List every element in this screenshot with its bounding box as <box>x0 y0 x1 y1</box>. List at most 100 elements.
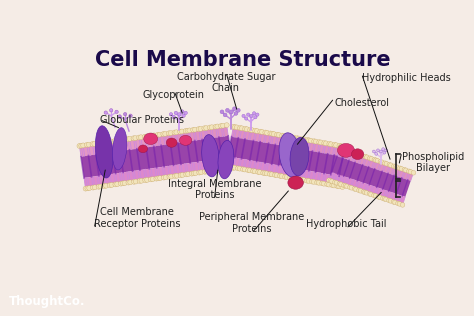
Circle shape <box>215 167 220 173</box>
Circle shape <box>373 193 378 198</box>
Circle shape <box>128 137 132 141</box>
Circle shape <box>329 179 334 184</box>
Circle shape <box>387 162 392 167</box>
Circle shape <box>109 139 114 144</box>
Circle shape <box>219 124 224 128</box>
Circle shape <box>295 136 300 141</box>
Circle shape <box>137 135 142 140</box>
Circle shape <box>104 183 109 188</box>
Circle shape <box>382 197 387 201</box>
Circle shape <box>268 131 273 136</box>
Polygon shape <box>84 157 233 189</box>
Polygon shape <box>329 172 405 205</box>
Circle shape <box>349 185 354 190</box>
Circle shape <box>378 159 383 164</box>
Text: Cell Membrane Structure: Cell Membrane Structure <box>95 50 391 70</box>
Circle shape <box>148 133 153 138</box>
Circle shape <box>107 139 112 144</box>
Ellipse shape <box>144 133 158 144</box>
Circle shape <box>305 178 310 183</box>
Circle shape <box>191 127 196 132</box>
Circle shape <box>247 168 252 173</box>
Circle shape <box>180 129 184 134</box>
Circle shape <box>335 184 340 189</box>
Circle shape <box>169 112 173 116</box>
Ellipse shape <box>112 128 127 170</box>
Circle shape <box>354 187 358 191</box>
Circle shape <box>375 158 380 163</box>
Circle shape <box>301 178 306 183</box>
Circle shape <box>214 168 219 173</box>
Circle shape <box>227 164 232 169</box>
Circle shape <box>157 132 162 137</box>
Circle shape <box>407 169 411 173</box>
Circle shape <box>156 176 161 181</box>
Text: Phospholipid
Bilayer: Phospholipid Bilayer <box>402 152 464 173</box>
Circle shape <box>310 179 315 184</box>
Circle shape <box>358 153 363 157</box>
Circle shape <box>137 179 142 184</box>
Circle shape <box>145 178 149 182</box>
Circle shape <box>375 152 378 155</box>
Circle shape <box>307 138 311 143</box>
Circle shape <box>167 174 172 179</box>
Circle shape <box>133 179 138 184</box>
Circle shape <box>225 164 230 169</box>
Circle shape <box>122 137 127 142</box>
Circle shape <box>213 124 218 129</box>
Circle shape <box>393 200 397 205</box>
Circle shape <box>189 171 194 176</box>
Circle shape <box>255 129 259 133</box>
Circle shape <box>408 169 413 174</box>
Ellipse shape <box>201 135 219 177</box>
Circle shape <box>219 167 224 172</box>
Circle shape <box>290 135 295 140</box>
Circle shape <box>107 183 112 188</box>
Circle shape <box>250 114 253 118</box>
Circle shape <box>372 193 376 198</box>
Circle shape <box>155 132 160 137</box>
Circle shape <box>369 192 374 197</box>
Circle shape <box>115 182 120 187</box>
Circle shape <box>85 186 90 191</box>
Ellipse shape <box>337 143 355 157</box>
Polygon shape <box>231 127 349 157</box>
Circle shape <box>208 168 213 173</box>
Circle shape <box>230 165 236 170</box>
Circle shape <box>225 166 230 171</box>
Circle shape <box>120 181 125 186</box>
Polygon shape <box>337 148 413 181</box>
Circle shape <box>112 138 118 143</box>
Circle shape <box>257 170 262 175</box>
Circle shape <box>333 180 337 185</box>
Circle shape <box>298 177 303 182</box>
Circle shape <box>383 161 387 166</box>
Circle shape <box>114 138 119 143</box>
Circle shape <box>198 126 203 131</box>
Circle shape <box>347 185 352 190</box>
Circle shape <box>168 131 173 136</box>
Circle shape <box>328 142 334 147</box>
Text: Peripheral Membrane
Proteins: Peripheral Membrane Proteins <box>199 212 304 234</box>
Circle shape <box>313 139 319 144</box>
Circle shape <box>118 181 123 186</box>
Circle shape <box>131 136 136 141</box>
Circle shape <box>92 141 97 146</box>
Circle shape <box>237 125 243 131</box>
Circle shape <box>231 124 236 129</box>
Circle shape <box>234 112 238 115</box>
Circle shape <box>172 115 175 119</box>
Polygon shape <box>332 156 411 197</box>
Circle shape <box>237 108 240 112</box>
Circle shape <box>101 140 106 145</box>
Circle shape <box>396 201 401 206</box>
Circle shape <box>126 180 131 185</box>
Circle shape <box>285 134 290 139</box>
Circle shape <box>334 180 339 185</box>
Circle shape <box>259 130 264 134</box>
Circle shape <box>342 144 347 149</box>
Circle shape <box>224 164 228 169</box>
Circle shape <box>297 136 301 141</box>
Circle shape <box>340 147 345 151</box>
Circle shape <box>174 111 178 115</box>
